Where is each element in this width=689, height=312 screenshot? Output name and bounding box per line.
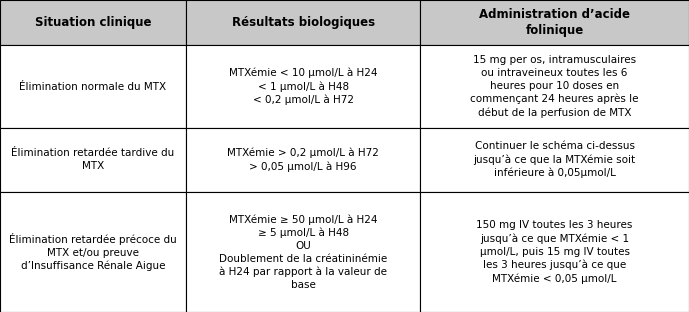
Bar [0,0,186,45]
Bar [420,45,689,128]
Text: 15 mg per os, intramusculaires
ou intraveineux toutes les 6
heures pour 10 doses: 15 mg per os, intramusculaires ou intrav… [471,55,639,118]
Text: MTXémie > 0,2 μmol/L à H72
> 0,05 μmol/L à H96: MTXémie > 0,2 μmol/L à H72 > 0,05 μmol/L… [227,148,379,172]
Text: Continuer le schéma ci-dessus
jusqu’à ce que la MTXémie soit
inférieure à 0,05μm: Continuer le schéma ci-dessus jusqu’à ce… [473,141,636,178]
Bar [420,128,689,192]
Bar [186,128,420,192]
Bar [420,0,689,45]
Text: MTXémie ≥ 50 μmol/L à H24
≥ 5 μmol/L à H48
OU
Doublement de la créatininémie
à H: MTXémie ≥ 50 μmol/L à H24 ≥ 5 μmol/L à H… [219,214,387,290]
Text: MTXémie < 10 μmol/L à H24
< 1 μmol/L à H48
< 0,2 μmol/L à H72: MTXémie < 10 μmol/L à H24 < 1 μmol/L à H… [229,68,378,105]
Text: Résultats biologiques: Résultats biologiques [232,16,375,29]
Text: Situation clinique: Situation clinique [34,16,152,29]
Text: Administration d’acide
folinique: Administration d’acide folinique [479,8,630,37]
Bar [0,128,186,192]
Bar [420,192,689,312]
Text: Élimination retardée tardive du
MTX: Élimination retardée tardive du MTX [12,149,174,171]
Text: Élimination retardée précoce du
MTX et/ou preuve
d’Insuffisance Rénale Aigue: Élimination retardée précoce du MTX et/o… [9,233,177,271]
Text: 150 mg IV toutes les 3 heures
jusqu’à ce que MTXémie < 1
μmol/L, puis 15 mg IV t: 150 mg IV toutes les 3 heures jusqu’à ce… [477,220,633,284]
Text: Élimination normale du MTX: Élimination normale du MTX [19,81,167,92]
Bar [186,45,420,128]
Bar [0,45,186,128]
Bar [186,192,420,312]
Bar [186,0,420,45]
Bar [0,192,186,312]
